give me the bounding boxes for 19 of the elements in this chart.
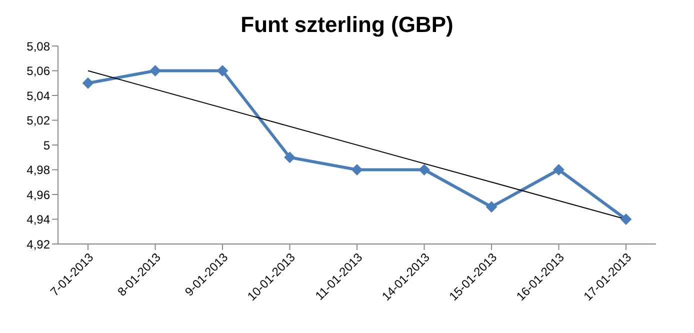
point: [486, 201, 497, 212]
point: [82, 78, 94, 89]
y-tick-label: 5: [43, 138, 50, 152]
point: [284, 152, 296, 163]
point: [620, 214, 632, 225]
point: [418, 164, 430, 176]
y-tick-label: 5,06: [26, 64, 50, 78]
y-tick-label: 4,96: [26, 188, 50, 202]
point: [217, 65, 228, 76]
point: [352, 164, 362, 176]
point: [150, 65, 161, 76]
y-tick-label: 5,08: [26, 39, 50, 54]
y-tick-label: 4,94: [26, 212, 50, 227]
y-tick-label: 4,98: [26, 163, 50, 178]
y-tick-label: 4,92: [26, 237, 50, 252]
y-tick-label: 5,02: [26, 114, 50, 128]
y-tick-label: 5,04: [26, 88, 50, 103]
chart-title: Funt szterling (GBP): [240, 12, 454, 37]
point: [553, 164, 564, 176]
